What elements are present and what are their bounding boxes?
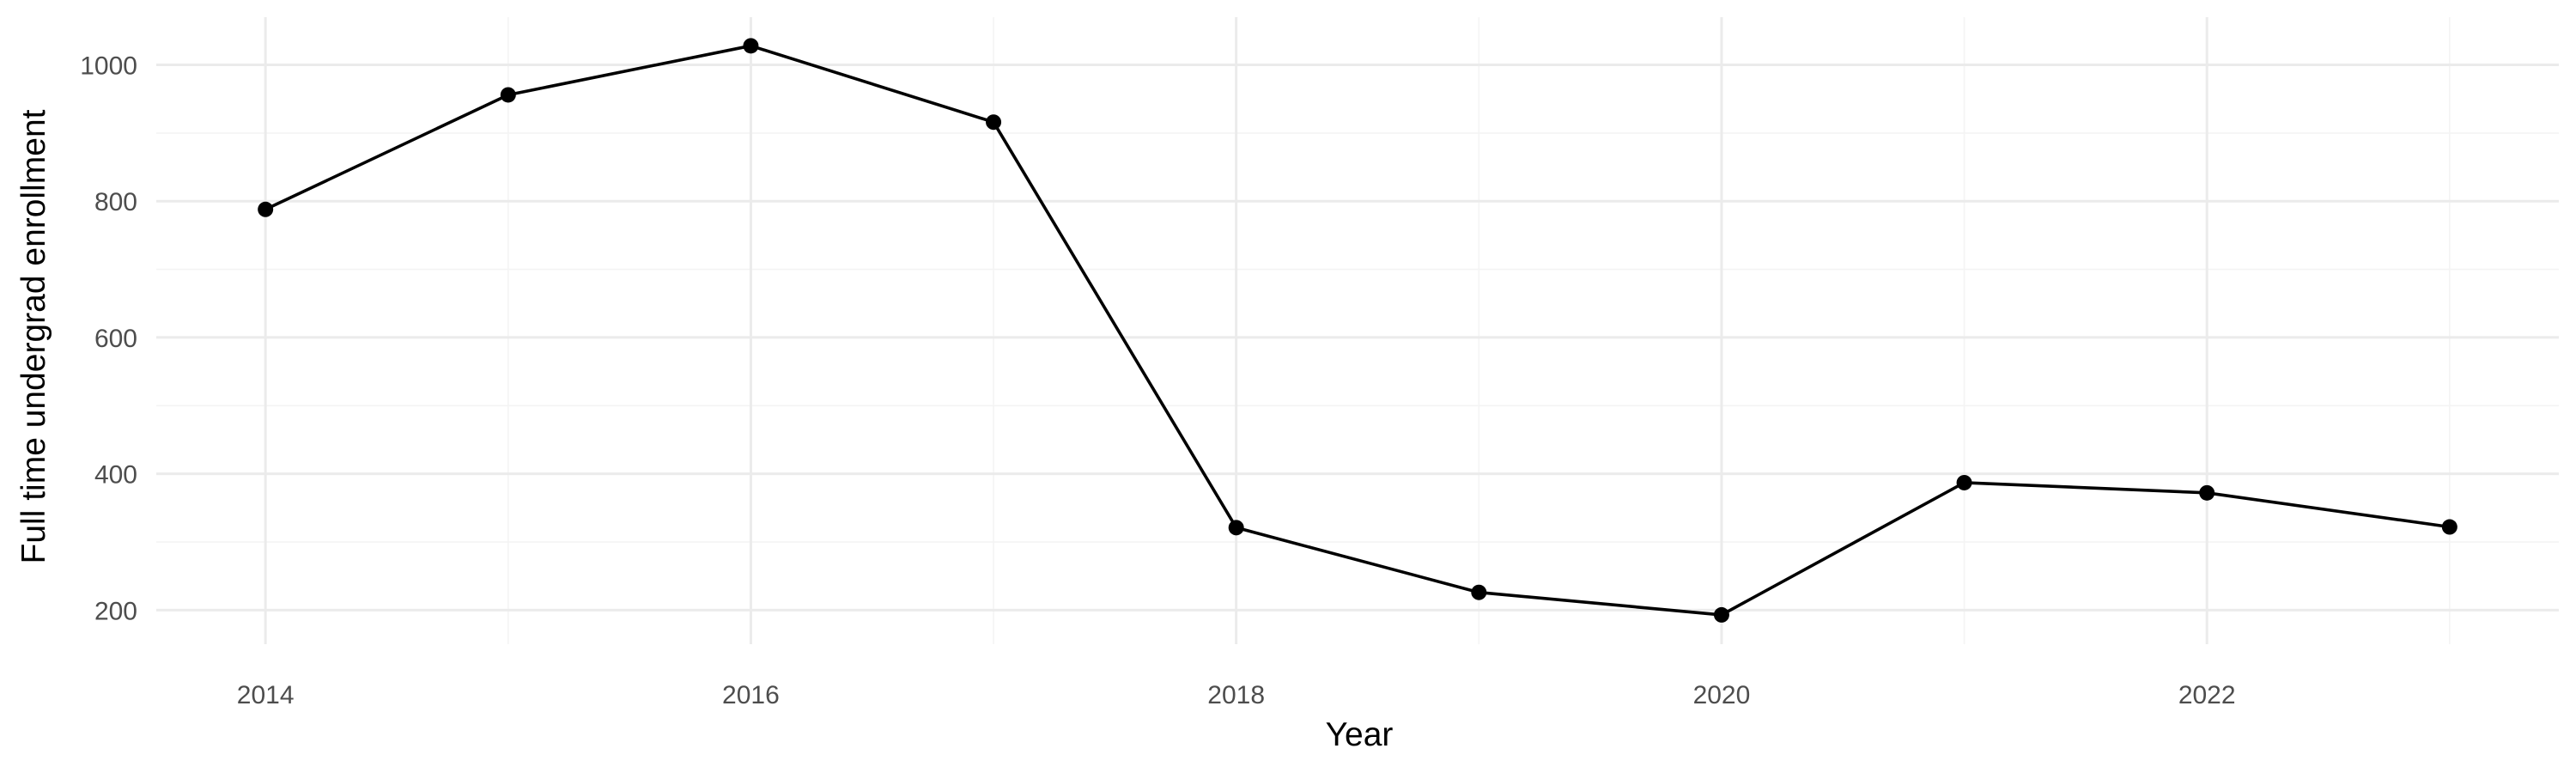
data-point-2014	[258, 201, 274, 217]
series-line	[264, 44, 2451, 617]
x-axis-title: Year	[1326, 716, 1394, 753]
data-point-2019	[1471, 584, 1487, 600]
data-point-2016	[743, 38, 759, 54]
grid	[156, 17, 2559, 644]
data-point-2022	[2199, 484, 2215, 501]
data-point-2015	[500, 87, 516, 103]
data-point-2023	[2441, 519, 2458, 535]
y-tick-label: 200	[94, 597, 137, 625]
series-point-group	[258, 38, 2458, 623]
data-point-2021	[1956, 474, 1972, 490]
y-tick-label: 400	[94, 461, 137, 490]
x-tick-label: 2018	[1207, 681, 1265, 709]
y-axis-title: Full time undergrad enrollment	[15, 109, 52, 563]
x-tick-label: 2020	[1693, 681, 1751, 709]
x-axis-ticks: 2014 2016 2018 2020 2022	[237, 681, 2236, 709]
x-tick-label: 2014	[237, 681, 295, 709]
y-tick-label: 600	[94, 325, 137, 353]
data-point-2018	[1228, 520, 1244, 536]
x-tick-label: 2022	[2178, 681, 2236, 709]
y-tick-label: 800	[94, 188, 137, 216]
data-point-2020	[1713, 606, 1729, 623]
x-tick-label: 2016	[722, 681, 780, 709]
series-line-group	[264, 44, 2451, 617]
y-axis-ticks: 200 400 600 800 1000	[80, 52, 137, 626]
data-point-2017	[986, 114, 1002, 131]
y-tick-label: 1000	[80, 52, 137, 81]
